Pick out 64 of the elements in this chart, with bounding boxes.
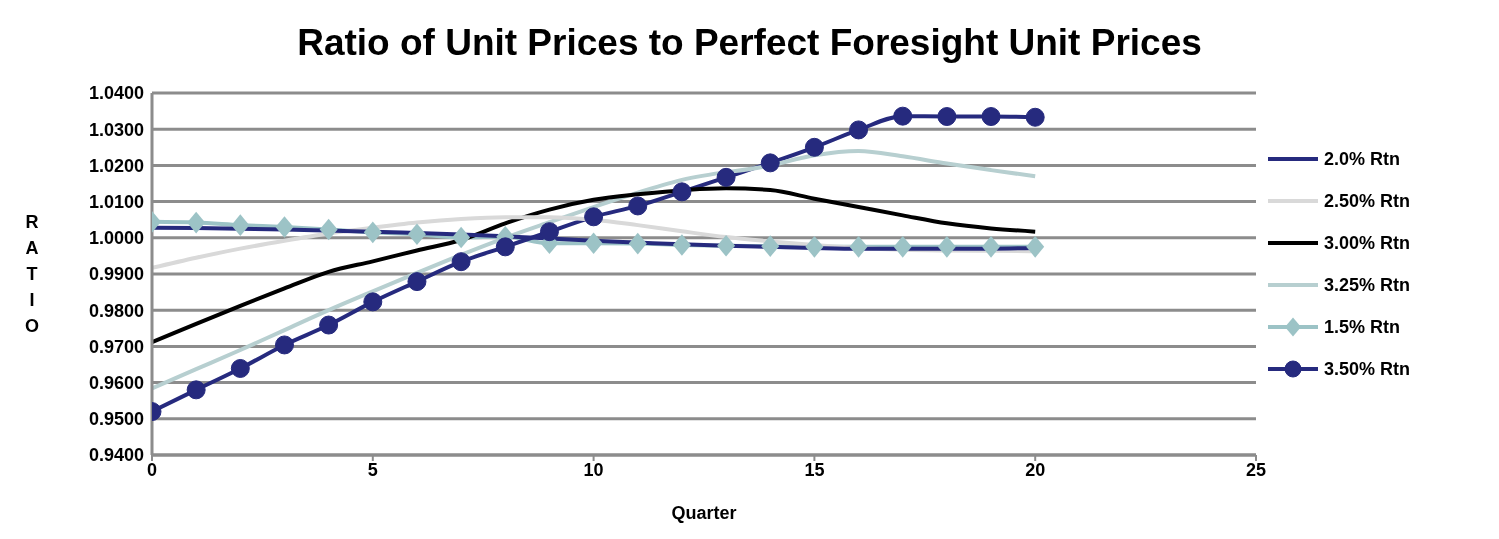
legend-label: 3.00% Rtn — [1324, 232, 1411, 254]
point — [937, 107, 957, 127]
point — [1026, 236, 1045, 258]
point — [628, 196, 648, 216]
legend-label: 3.25% Rtn — [1324, 274, 1411, 296]
legend-label: 3.50% Rtn — [1324, 358, 1411, 380]
y-tick-label: 0.9900 — [88, 264, 144, 285]
point — [231, 214, 250, 236]
point — [1025, 107, 1045, 127]
point — [937, 236, 956, 258]
point — [716, 167, 736, 187]
point — [186, 380, 206, 400]
point — [495, 237, 515, 257]
legend-label: 2.0% Rtn — [1324, 148, 1401, 170]
point — [849, 120, 869, 140]
point — [805, 236, 824, 258]
point — [761, 235, 780, 257]
point — [584, 232, 603, 255]
point — [717, 234, 736, 257]
point — [584, 207, 604, 227]
y-tick-label: 1.0200 — [88, 155, 144, 176]
legend-label: 2.50% Rtn — [1324, 190, 1411, 212]
point — [363, 221, 382, 244]
point — [230, 358, 250, 378]
point — [628, 232, 647, 255]
y-tick-label: 1.0000 — [88, 228, 144, 249]
point — [319, 315, 339, 335]
point — [893, 236, 912, 258]
x-tick-label: 20 — [1025, 459, 1046, 480]
y-tick-label: 1.0300 — [88, 119, 144, 140]
y-tick-label: 1.0100 — [88, 191, 144, 212]
x-tick-label: 10 — [583, 459, 604, 480]
point — [451, 252, 471, 272]
point — [672, 182, 692, 202]
point — [539, 222, 559, 242]
point — [672, 234, 691, 256]
legend-label: 1.5% Rtn — [1324, 316, 1401, 338]
point — [407, 272, 427, 292]
point — [187, 211, 206, 234]
y-tick-label: 0.9400 — [88, 445, 144, 466]
x-tick-label: 25 — [1245, 459, 1267, 480]
y-tick-label: 1.0400 — [88, 83, 144, 104]
point — [849, 236, 868, 258]
point — [893, 106, 913, 126]
point — [363, 292, 383, 312]
point — [760, 153, 780, 173]
point — [982, 236, 1001, 258]
x-tick-label: 15 — [804, 459, 825, 480]
point — [274, 335, 294, 355]
x-tick-label: 0 — [146, 459, 158, 480]
y-axis-title: RATIO — [24, 212, 40, 336]
y-tick-label: 0.9500 — [88, 409, 144, 430]
point — [981, 107, 1001, 127]
point — [275, 216, 294, 238]
x-tick-label: 5 — [367, 459, 378, 480]
x-axis-title: Quarter — [671, 503, 737, 523]
point — [319, 218, 338, 241]
point — [407, 223, 426, 245]
y-tick-label: 0.9700 — [88, 336, 144, 357]
point — [452, 226, 471, 249]
point — [804, 137, 824, 157]
chart-title: Ratio of Unit Prices to Perfect Foresight Unit Prices — [296, 21, 1203, 65]
y-tick-label: 0.9800 — [88, 300, 144, 321]
y-tick-label: 0.9600 — [88, 372, 144, 393]
